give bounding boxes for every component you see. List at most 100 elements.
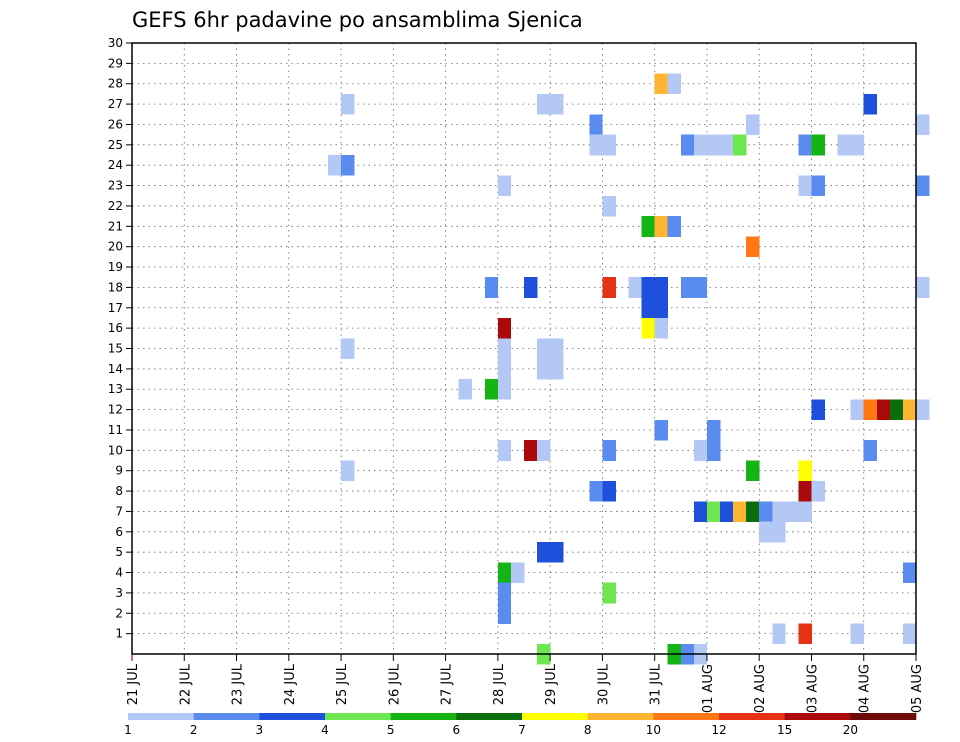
x-tick-label: 30 JUL [596,663,611,705]
precip-cell [902,399,917,421]
precip-cell [497,562,512,584]
precip-cell [706,134,721,156]
precip-cell [798,175,812,197]
y-tick-label: 18 [108,280,123,294]
y-tick-label: 3 [115,586,123,600]
colorbar-swatch [128,713,194,720]
x-tick-label: 28 JUL [492,663,507,705]
y-tick-label: 29 [108,56,123,70]
precip-cell [772,501,786,522]
precip-cell [497,358,512,380]
precip-cell [850,399,865,421]
precip-cell [641,216,655,237]
colorbar-legend: 1 2 3 4 5 6 7 8 10 12 15 20 [124,713,917,737]
precip-cell [550,541,564,563]
y-tick-label: 22 [108,199,123,213]
precip-cell [693,501,708,522]
y-tick-label: 25 [108,138,123,152]
precip-cell [497,175,512,197]
precip-cell [497,603,512,624]
y-axis-ensemble-members: 1234567891011121314151617181920212223242… [108,36,132,641]
precip-cell [863,93,878,115]
precip-cell [693,134,708,156]
x-tick-label: 21 JUL [126,663,141,705]
y-tick-label: 8 [115,484,123,498]
precip-cell [550,93,564,115]
precip-cell [876,399,891,421]
colorbar-label: 20 [843,723,858,737]
precip-cell [497,338,512,359]
x-tick-label: 05 AUG [910,664,925,713]
precip-cell [759,521,773,543]
precip-cell [641,317,655,339]
y-tick-label: 26 [108,117,123,131]
precip-cell [902,562,917,584]
colorbar-swatch [784,713,851,720]
precip-cell [654,419,669,441]
precip-cell [667,216,682,237]
precip-cell [589,114,603,135]
y-tick-label: 2 [115,606,123,620]
colorbar-swatch [850,713,917,720]
precip-cell [497,317,512,339]
precip-cell [720,501,734,522]
precip-cell [902,623,917,645]
precip-cell [720,134,734,156]
precip-cell [602,480,616,502]
colorbar-label: 12 [711,723,726,737]
precip-cell [811,480,825,502]
x-tick-label: 25 JUL [335,663,350,705]
precip-cell [497,379,512,400]
precip-cell [772,623,786,645]
precip-cell [510,562,525,584]
precip-cell [693,440,708,461]
precip-cell [706,419,721,441]
precip-cell [537,358,551,380]
precip-cell [863,440,878,461]
precip-cell [602,582,616,604]
precip-cell [693,277,708,298]
colorbar-swatch [522,713,588,720]
colorbar-label: 5 [387,723,395,737]
x-axis-dates: 21 JUL 22 JUL 23 JUL 24 JUL 25 JUL 26 JUL 27 J… [126,654,925,713]
precip-cell [746,236,760,258]
precip-cell [811,134,825,156]
y-tick-label: 16 [108,321,123,335]
precip-cell [537,338,551,359]
precip-cell [628,277,642,298]
precip-cell [706,440,721,461]
precip-cell [811,175,825,197]
precip-cell [916,277,930,298]
precip-cell [667,73,682,95]
precip-cell [798,480,812,502]
x-tick-label: 22 JUL [178,663,193,705]
y-tick-label: 13 [108,382,123,396]
y-tick-label: 12 [108,403,123,417]
precip-cell [889,399,904,421]
precip-cell [733,501,747,522]
precip-cell [341,460,355,482]
x-tick-label: 03 AUG [805,664,820,713]
precip-cell [341,155,355,176]
precip-cell [654,297,669,319]
precip-cell [328,155,342,176]
y-tick-label: 30 [108,36,123,50]
chart-title: GEFS 6hr padavine po ansamblima Sjenica [132,8,583,32]
y-tick-label: 17 [108,301,123,315]
y-tick-label: 6 [115,525,123,539]
colorbar-swatch [456,713,523,720]
precip-cell [537,93,551,115]
y-tick-label: 11 [108,423,123,437]
precip-cell [550,338,564,359]
precip-cell [589,134,603,156]
precip-cell [550,358,564,380]
x-tick-label: 26 JUL [387,663,402,705]
precip-cell [785,501,799,522]
colorbar-swatch [653,713,720,720]
precip-cell [916,399,930,421]
precip-cell [537,541,551,563]
precip-cell [458,379,473,400]
precip-cell [497,582,512,604]
y-tick-label: 23 [108,179,123,193]
precip-cell [341,338,355,359]
